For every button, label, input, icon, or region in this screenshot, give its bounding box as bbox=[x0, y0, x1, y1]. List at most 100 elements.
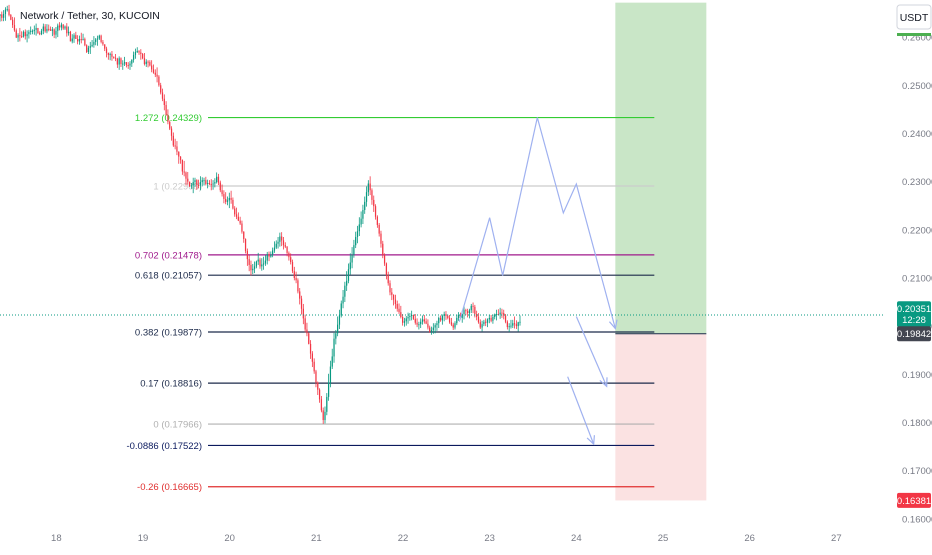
symbol-title[interactable]: Network / Tether, 30, KUCOIN bbox=[20, 10, 160, 22]
candle-body bbox=[477, 316, 480, 323]
candle-body bbox=[284, 245, 286, 247]
candle-body bbox=[44, 26, 46, 32]
currency-button[interactable]: USDT bbox=[896, 4, 932, 30]
candle-body bbox=[299, 291, 301, 299]
current-price-countdown: 12:28 bbox=[902, 315, 926, 326]
profit-zone[interactable] bbox=[615, 2, 707, 334]
candle-body bbox=[268, 254, 270, 257]
candle-body bbox=[216, 176, 218, 183]
candle-body bbox=[371, 190, 373, 200]
candle-body bbox=[331, 356, 333, 367]
candle-body bbox=[30, 30, 32, 32]
fib-level-label: -0.0886 (0.17522) bbox=[126, 441, 202, 452]
current-price-value: 0.20351 bbox=[897, 304, 931, 315]
entry-price-pill bbox=[897, 326, 931, 342]
currency-button-frame[interactable] bbox=[896, 4, 932, 30]
candle-body bbox=[219, 182, 221, 191]
candle-body bbox=[309, 343, 312, 354]
loss-zone[interactable] bbox=[615, 333, 707, 501]
projection-path[interactable] bbox=[458, 117, 618, 446]
candle-body bbox=[382, 243, 384, 255]
candle-body bbox=[48, 28, 50, 30]
candle-body bbox=[138, 51, 140, 53]
candle-body bbox=[421, 319, 424, 322]
candle-body bbox=[318, 389, 321, 400]
candle-body bbox=[324, 411, 326, 421]
candle-body bbox=[86, 45, 88, 53]
candle-body bbox=[196, 180, 198, 185]
fib-level-label: 0.17 (0.18816) bbox=[140, 379, 202, 390]
candle-body bbox=[75, 35, 77, 40]
candle-body bbox=[239, 220, 241, 224]
candle-body bbox=[335, 333, 337, 339]
candle-body bbox=[203, 180, 205, 182]
candle-body bbox=[261, 264, 263, 267]
candle-body bbox=[201, 180, 203, 183]
candle-body bbox=[439, 317, 442, 321]
candle-body bbox=[248, 259, 250, 265]
candles-series bbox=[0, 4, 521, 424]
candle-body bbox=[364, 201, 366, 211]
candle-body bbox=[495, 314, 498, 316]
candle-body bbox=[114, 57, 117, 59]
candle-body bbox=[15, 30, 17, 38]
currency-button-label[interactable]: USDT bbox=[900, 12, 929, 24]
candle-body bbox=[210, 184, 212, 186]
projection-line[interactable] bbox=[458, 117, 616, 329]
candle-body bbox=[506, 321, 508, 328]
time-tick-label: 18 bbox=[51, 533, 62, 544]
candle-body bbox=[504, 315, 507, 322]
candle-body bbox=[207, 183, 209, 185]
projection-arrow[interactable] bbox=[567, 376, 595, 445]
candle-body bbox=[244, 238, 247, 251]
time-tick-label: 24 bbox=[571, 533, 582, 544]
candle-body bbox=[481, 324, 483, 328]
candle-body bbox=[300, 298, 303, 309]
candle-body bbox=[503, 313, 505, 316]
candle-body bbox=[394, 299, 397, 304]
candle-body bbox=[158, 76, 160, 86]
candle-body bbox=[21, 36, 23, 38]
projection-arrowhead bbox=[599, 377, 608, 388]
candle-body bbox=[270, 254, 272, 257]
candle-body bbox=[163, 98, 165, 106]
candle-body bbox=[308, 333, 310, 344]
candle-body bbox=[266, 254, 268, 261]
candle-body bbox=[93, 41, 95, 45]
candle-body bbox=[486, 319, 489, 323]
candle-body bbox=[205, 180, 207, 185]
projection-arrowhead bbox=[608, 319, 618, 330]
candle-body bbox=[125, 62, 128, 66]
candle-body bbox=[488, 317, 490, 320]
candle-body bbox=[33, 29, 35, 31]
candle-body bbox=[255, 261, 258, 267]
candle-body bbox=[515, 324, 518, 327]
time-axis[interactable]: 18 19 20 21 22 23 24 25 26 27 bbox=[51, 533, 842, 544]
candle-body bbox=[241, 223, 243, 232]
candle-body bbox=[111, 53, 113, 57]
candle-body bbox=[84, 39, 86, 46]
candle-body bbox=[333, 338, 335, 357]
candle-body bbox=[391, 292, 393, 295]
projection-arrow[interactable] bbox=[575, 316, 608, 387]
candle-body bbox=[452, 324, 454, 328]
candle-body bbox=[264, 260, 267, 264]
position-tool[interactable] bbox=[615, 2, 707, 501]
candle-body bbox=[499, 312, 501, 315]
candle-body bbox=[344, 285, 346, 297]
candle-body bbox=[425, 321, 427, 324]
candle-body bbox=[208, 183, 211, 185]
candle-body bbox=[517, 322, 519, 327]
candle-body bbox=[369, 183, 371, 191]
candle-body bbox=[494, 314, 496, 317]
candle-body bbox=[55, 30, 57, 35]
candle-body bbox=[447, 315, 449, 318]
fib-level-label: -0.26 (0.16665) bbox=[137, 482, 202, 493]
candle-body bbox=[156, 74, 158, 77]
candle-body bbox=[513, 323, 516, 325]
candle-body bbox=[104, 44, 106, 49]
candle-body bbox=[485, 321, 487, 323]
